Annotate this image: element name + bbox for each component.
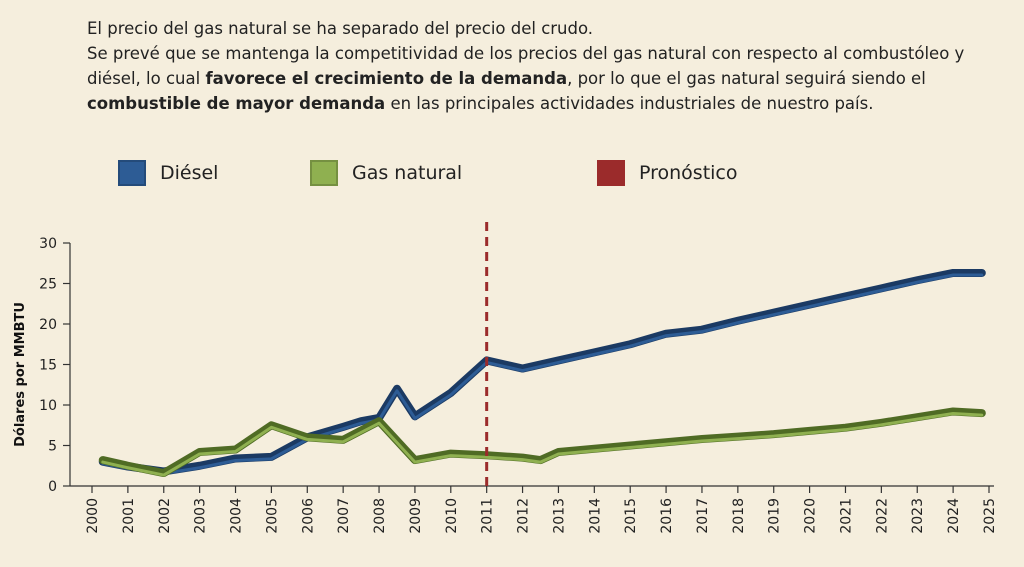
y-tick-label: 5	[48, 439, 57, 455]
x-tick-label: 2019	[767, 498, 783, 534]
y-tick-label: 15	[39, 358, 57, 374]
y-tick-label: 30	[39, 236, 57, 252]
x-tick-label: 2007	[336, 498, 352, 534]
intro-line-2a: Se prevé que se mantenga la competitivid…	[87, 44, 965, 88]
x-tick-label: 2025	[982, 498, 998, 534]
x-tick-label: 2000	[85, 498, 101, 534]
x-tick-label: 2023	[910, 498, 926, 534]
x-tick-label: 2021	[838, 498, 854, 534]
x-tick-label: 2002	[157, 498, 173, 534]
y-tick-label: 10	[39, 398, 57, 414]
intro-text: El precio del gas natural se ha separado…	[87, 16, 1007, 116]
x-tick-label: 2012	[516, 498, 532, 534]
x-tick-label: 2015	[623, 498, 639, 534]
x-tick-label: 2004	[229, 498, 245, 534]
x-tick-label: 2005	[264, 498, 280, 534]
x-tick-label: 2010	[444, 498, 460, 534]
x-tick-label: 2022	[874, 498, 890, 534]
intro-line-2e: en las principales actividades industria…	[385, 94, 874, 113]
x-tick-label: 2020	[803, 498, 819, 534]
series-line-gas	[101, 411, 984, 477]
x-tick-label: 2001	[121, 498, 137, 534]
x-tick-label: 2013	[551, 498, 567, 534]
series-line-shadow-diesel	[98, 268, 986, 476]
x-tick-label: 2016	[659, 498, 675, 534]
series-line-shadow-gas	[98, 407, 986, 478]
x-tick-label: 2006	[300, 498, 316, 534]
y-tick-label: 0	[48, 479, 57, 495]
x-tick-label: 2011	[480, 498, 496, 534]
x-tick-label: 2014	[587, 498, 603, 534]
x-tick-label: 2017	[695, 498, 711, 534]
x-tick-label: 2018	[731, 498, 747, 534]
intro-bold-fuel: combustible de mayor demanda	[87, 94, 386, 113]
x-tick-label: 2003	[193, 498, 209, 534]
intro-line-1: El precio del gas natural se ha separado…	[87, 19, 594, 38]
y-tick-label: 25	[39, 277, 57, 293]
series-line-diesel	[101, 273, 984, 475]
intro-paragraph: Se prevé que se mantenga la competitivid…	[87, 41, 1007, 116]
intro-line-2c: , por lo que el gas natural seguirá sien…	[567, 69, 926, 88]
x-tick-label: 2008	[372, 498, 388, 534]
y-axis-label: Dólares por MMBTU	[13, 302, 28, 447]
x-tick-label: 2024	[946, 498, 962, 534]
intro-bold-demand: favorece el crecimiento de la demanda	[205, 69, 568, 88]
x-tick-label: 2009	[408, 498, 424, 534]
y-tick-label: 20	[39, 317, 57, 333]
